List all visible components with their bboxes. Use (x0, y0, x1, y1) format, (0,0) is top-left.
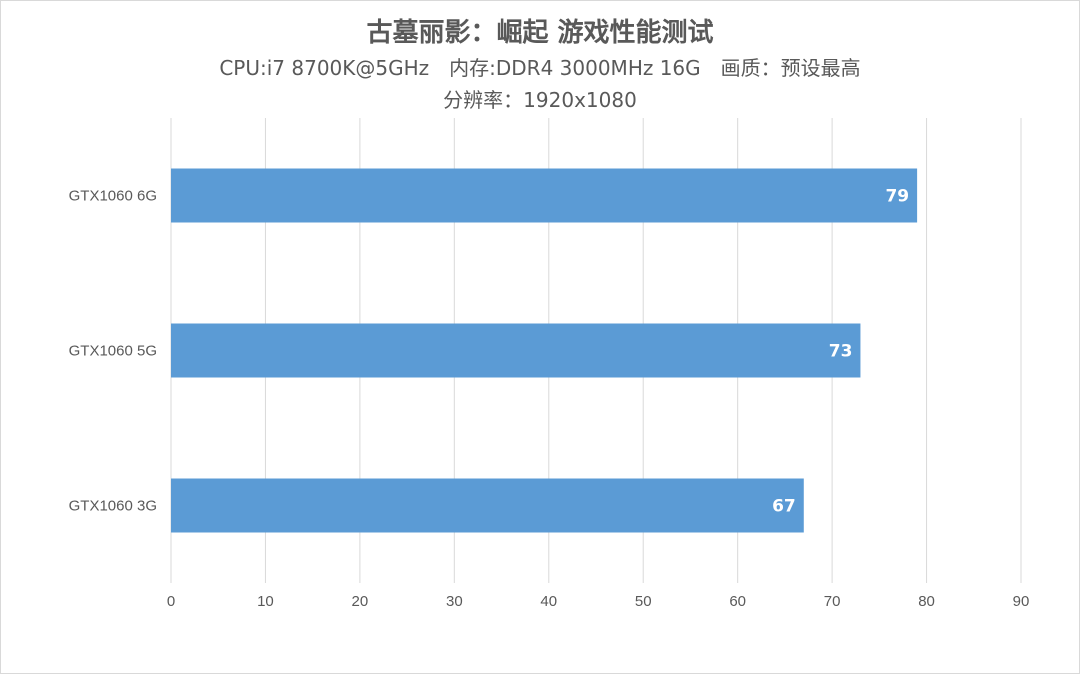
data-label: 73 (829, 342, 853, 362)
chart-subtitle-line-1: CPU:i7 8700K@5GHz 内存:DDR4 3000MHz 16G 画质… (219, 56, 861, 80)
x-tick-label: 60 (729, 593, 746, 610)
category-label: GTX1060 6G (69, 188, 157, 205)
category-label: GTX1060 3G (69, 498, 157, 515)
x-tick-label: 90 (1013, 593, 1030, 610)
data-label: 79 (885, 187, 909, 207)
x-tick-label: 40 (540, 593, 557, 610)
bar (171, 168, 918, 223)
x-tick-label: 20 (352, 593, 369, 610)
data-label: 67 (772, 497, 796, 517)
x-tick-label: 50 (635, 593, 652, 610)
x-tick-label: 0 (167, 593, 175, 610)
x-tick-label: 80 (918, 593, 935, 610)
x-tick-label: 10 (257, 593, 274, 610)
x-tick-label: 30 (446, 593, 463, 610)
x-tick-label: 70 (824, 593, 841, 610)
bar (171, 478, 804, 533)
chart-subtitle-line-2: 分辨率：1920x1080 (443, 88, 637, 112)
bar (171, 323, 861, 378)
chart-title: 古墓丽影：崛起 游戏性能测试 (366, 18, 714, 48)
category-label: GTX1060 5G (69, 343, 157, 360)
